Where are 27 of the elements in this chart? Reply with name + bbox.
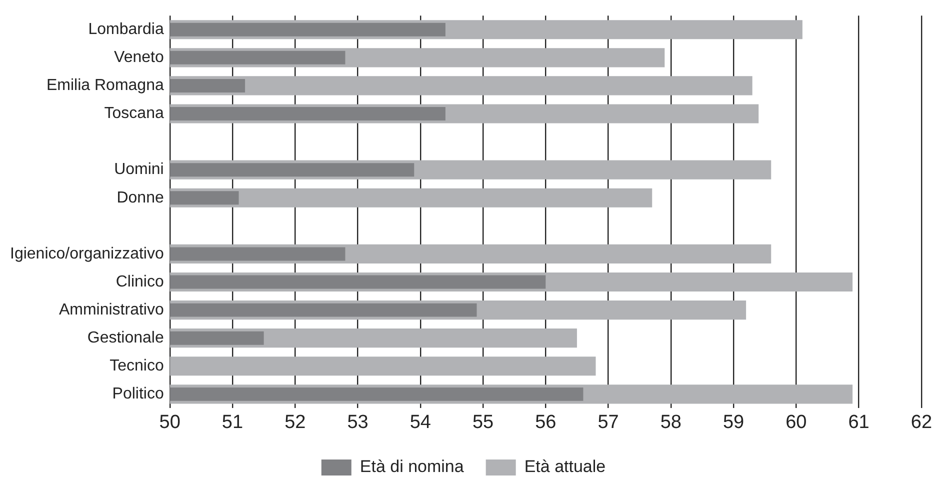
x-tick-label: 60 [786,412,807,433]
y-tick-label: Politico [112,386,164,403]
x-tick-label: 56 [535,412,556,433]
y-tick-label: Tecnico [110,358,164,375]
x-tick-label: 55 [472,412,494,433]
y-tick-label: Clinico [116,273,164,290]
y-tick-label: Emilia Romagna [46,77,164,94]
legend-label: Età di nomina [360,457,464,476]
y-tick-label: Uomini [114,161,164,178]
y-tick-label: Veneto [114,49,164,66]
x-tick-label: 53 [347,412,368,433]
x-tick-label: 52 [284,412,306,433]
x-tick-label: 58 [660,412,682,433]
y-tick-label: Lombardia [88,21,164,38]
x-tick-label: 59 [722,412,744,433]
x-tick-label: 50 [159,412,180,433]
legend-label: Età attuale [524,457,606,476]
x-tick-label: 51 [222,412,244,433]
y-tick-label: Igienico/organizzativo [10,245,164,262]
y-tick-label: Donne [116,189,164,206]
y-tick-label: Toscana [104,105,164,122]
x-tick-label: 62 [910,412,932,433]
x-tick-label: 61 [848,412,870,433]
x-tick-label: 57 [598,412,619,433]
x-tick-label: 54 [410,412,432,433]
y-tick-label: Amministrativo [58,301,164,318]
y-tick-label: Gestionale [87,330,164,346]
